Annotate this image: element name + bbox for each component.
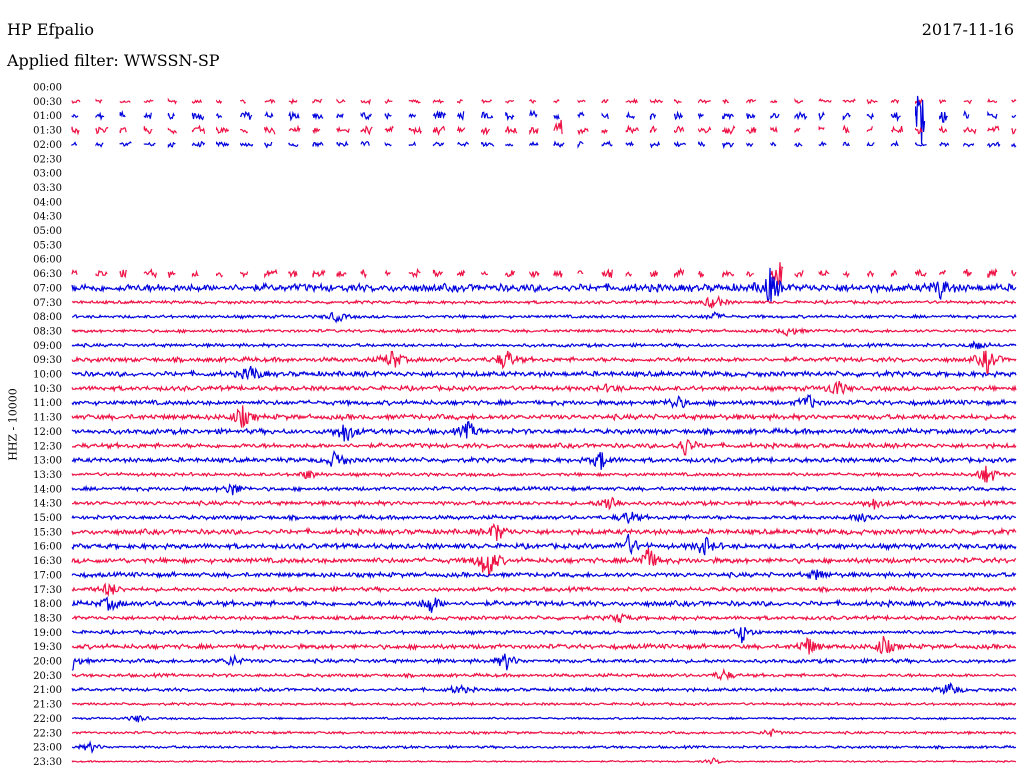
time-tick-label: 15:30 (33, 527, 62, 538)
time-tick-label: 01:00 (33, 111, 62, 122)
trace-line (71, 119, 1017, 137)
time-tick-label: 02:30 (33, 154, 62, 165)
time-tick-label: 08:30 (33, 326, 62, 337)
time-tick-label: 17:00 (33, 570, 62, 581)
time-tick-label: 07:00 (33, 283, 62, 294)
trace-line (71, 612, 1017, 624)
time-tick-label: 14:00 (33, 484, 62, 495)
station-title: HP Efpalio (7, 20, 95, 39)
time-tick-label: 22:00 (33, 714, 62, 725)
time-tick-label: 21:00 (33, 685, 62, 696)
time-tick-label: 20:00 (33, 657, 62, 668)
trace-line (71, 350, 1017, 376)
trace-line (71, 757, 1017, 765)
trace-line (71, 380, 1017, 396)
trace-line (71, 740, 1017, 755)
trace-line (71, 533, 1017, 556)
trace-line (71, 635, 1017, 655)
trace-line (71, 627, 1017, 644)
time-tick-label: 16:30 (33, 556, 62, 567)
time-tick-label: 20:30 (33, 671, 62, 682)
trace-line (71, 667, 1017, 682)
time-tick-label: 03:00 (33, 169, 62, 180)
time-tick-label: 08:00 (33, 312, 62, 323)
trace-line (71, 496, 1017, 511)
trace-line (71, 262, 1017, 286)
time-tick-label: 11:00 (33, 398, 62, 409)
trace-line (71, 522, 1017, 542)
trace-line (71, 449, 1017, 470)
time-tick-label: 09:30 (33, 355, 62, 366)
time-tick-label: 17:30 (33, 585, 62, 596)
time-tick-label: 14:30 (33, 499, 62, 510)
time-tick-label: 19:30 (33, 642, 62, 653)
record-date: 2017-11-16 (921, 20, 1014, 39)
time-tick-label: 22:30 (33, 728, 62, 739)
trace-line (71, 569, 1017, 580)
trace-line (71, 582, 1017, 597)
trace-line (71, 727, 1017, 737)
time-tick-label: 09:00 (33, 341, 62, 352)
time-tick-label: 11:30 (33, 413, 62, 424)
trace-line (71, 327, 1017, 337)
time-tick-label: 04:30 (33, 212, 62, 223)
trace-line (71, 267, 1017, 303)
time-tick-label: 18:30 (33, 613, 62, 624)
trace-line (71, 701, 1017, 707)
time-tick-label: 04:00 (33, 197, 62, 208)
time-tick-label: 02:00 (33, 140, 62, 151)
trace-line (71, 511, 1016, 524)
time-tick-label: 07:30 (33, 298, 62, 309)
time-tick-label: 23:00 (33, 743, 62, 754)
time-tick-label: 13:00 (33, 456, 62, 467)
time-tick-label: 06:30 (33, 269, 62, 280)
trace-line (71, 311, 1017, 324)
time-tick-label: 05:00 (33, 226, 62, 237)
time-tick-label: 00:00 (33, 83, 62, 94)
time-tick-label: 21:30 (33, 700, 62, 711)
time-tick-label: 13:30 (33, 470, 62, 481)
trace-group (71, 95, 1017, 765)
time-tick-label: 12:30 (33, 441, 62, 452)
filter-label: Applied filter: WWSSN-SP (7, 51, 220, 70)
time-tick-label: 18:00 (33, 599, 62, 610)
time-tick-label: 15:00 (33, 513, 62, 524)
trace-line (71, 420, 1017, 442)
trace-line (71, 439, 1017, 456)
trace-line (71, 483, 1017, 496)
trace-line (71, 365, 1017, 381)
time-tick-label: 01:30 (33, 126, 62, 137)
time-tick-label: 12:00 (33, 427, 62, 438)
time-tick-label: 10:00 (33, 370, 62, 381)
time-tick-label: 19:00 (33, 628, 62, 639)
time-tick-labels: 00:00 00:30 01:00 01:30 02:00 02:30 03:00 03:30… (33, 83, 62, 768)
trace-line (71, 548, 1017, 577)
time-tick-label: 16:00 (33, 542, 62, 553)
trace-line (71, 681, 1017, 696)
time-tick-label: 05:30 (33, 240, 62, 251)
trace-line (71, 139, 1017, 150)
trace-line (71, 405, 1017, 429)
time-tick-label: 03:30 (33, 183, 62, 194)
time-tick-label: 10:30 (33, 384, 62, 395)
time-tick-label: 23:30 (33, 757, 62, 768)
time-tick-label: 06:00 (33, 255, 62, 266)
time-tick-label: 00:30 (33, 97, 62, 108)
trace-line (71, 714, 1017, 723)
trace-line (71, 465, 1016, 483)
trace-line (71, 294, 1017, 309)
trace-line (71, 653, 1017, 671)
trace-line (71, 97, 1017, 106)
trace-line (71, 95, 1017, 145)
trace-line (71, 393, 1017, 410)
trace-line (71, 596, 1017, 613)
trace-line (71, 340, 1017, 350)
